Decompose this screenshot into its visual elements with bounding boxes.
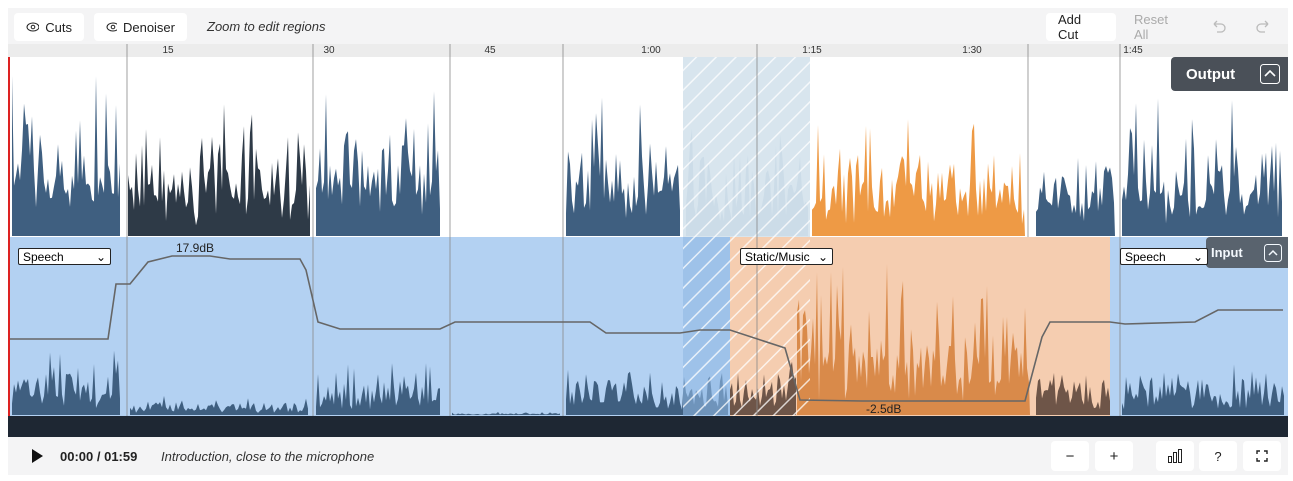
waveform (130, 395, 308, 415)
time-display: 00:00 / 01:59 (60, 449, 138, 464)
waveform (316, 363, 440, 415)
select-value: Speech (23, 249, 64, 264)
waveform (566, 97, 680, 236)
waveform (12, 75, 120, 237)
gain-curve (8, 255, 1283, 402)
gain-label: 17.9dB (176, 241, 215, 255)
collapse-icon (1264, 243, 1282, 262)
cut-hatch (683, 57, 810, 237)
timeline-tick: 1:30 (962, 45, 982, 56)
fullscreen-button[interactable] (1243, 441, 1281, 471)
eye-icon (106, 22, 117, 32)
redo-button[interactable] (1254, 18, 1272, 34)
region-type-select[interactable]: Static/Music ⌄ (740, 248, 833, 265)
select-value: Speech (1125, 249, 1166, 264)
timeline-tick: 1:00 (641, 45, 661, 56)
input-tab[interactable]: Input (1206, 237, 1288, 268)
timeline-tick: 45 (484, 45, 496, 56)
waveform (1122, 98, 1282, 237)
waveform (452, 412, 560, 415)
timeline-tick: 1:45 (1123, 45, 1143, 56)
help-button[interactable]: ? (1199, 441, 1237, 471)
waveform (12, 350, 120, 415)
waveform (128, 104, 310, 237)
denoiser-label: Denoiser (122, 19, 175, 35)
cut-hatch-input (683, 237, 810, 416)
gain-label: -2.5dB (866, 402, 902, 416)
waveform (812, 119, 1025, 236)
select-value: Static/Music (745, 249, 810, 264)
timeline-tick: 30 (323, 45, 335, 56)
waveform (316, 91, 440, 236)
region-type-select[interactable]: Speech ⌄ (1120, 248, 1208, 265)
region-type-select[interactable]: Speech ⌄ (18, 248, 111, 265)
zoom-in-button[interactable]: + (1095, 441, 1133, 471)
timeline-tick: 15 (162, 45, 174, 56)
waveform (797, 263, 1030, 415)
cuts-label: Cuts (45, 19, 72, 35)
reset-all-button[interactable]: Reset All (1134, 12, 1168, 42)
play-button[interactable] (30, 448, 44, 464)
waveform (1036, 372, 1110, 415)
collapse-icon (1260, 64, 1280, 84)
eye-icon (26, 22, 40, 32)
region-description: Introduction, close to the microphone (161, 449, 375, 464)
add-cut-button[interactable]: Add Cut (1046, 12, 1116, 42)
levels-button[interactable] (1156, 441, 1194, 471)
scroll-bar (8, 416, 1288, 437)
undo-button[interactable] (1210, 18, 1228, 34)
waveform (1122, 364, 1284, 415)
input-label: Input (1211, 245, 1243, 260)
zoom-out-button[interactable]: − (1051, 441, 1089, 471)
timeline-strip (8, 44, 1288, 57)
region-lines (126, 44, 1121, 416)
bars-icon (1168, 449, 1182, 463)
output-label: Output (1186, 65, 1236, 83)
hint: Zoom to edit regions (207, 19, 326, 34)
timeline-tick: 1:15 (802, 45, 822, 56)
output-tab[interactable]: Output (1171, 57, 1288, 91)
waveform (1036, 157, 1115, 236)
cuts-toggle[interactable]: Cuts (14, 13, 84, 41)
denoiser-toggle[interactable]: Denoiser (94, 13, 187, 41)
fullscreen-icon (1256, 450, 1268, 462)
